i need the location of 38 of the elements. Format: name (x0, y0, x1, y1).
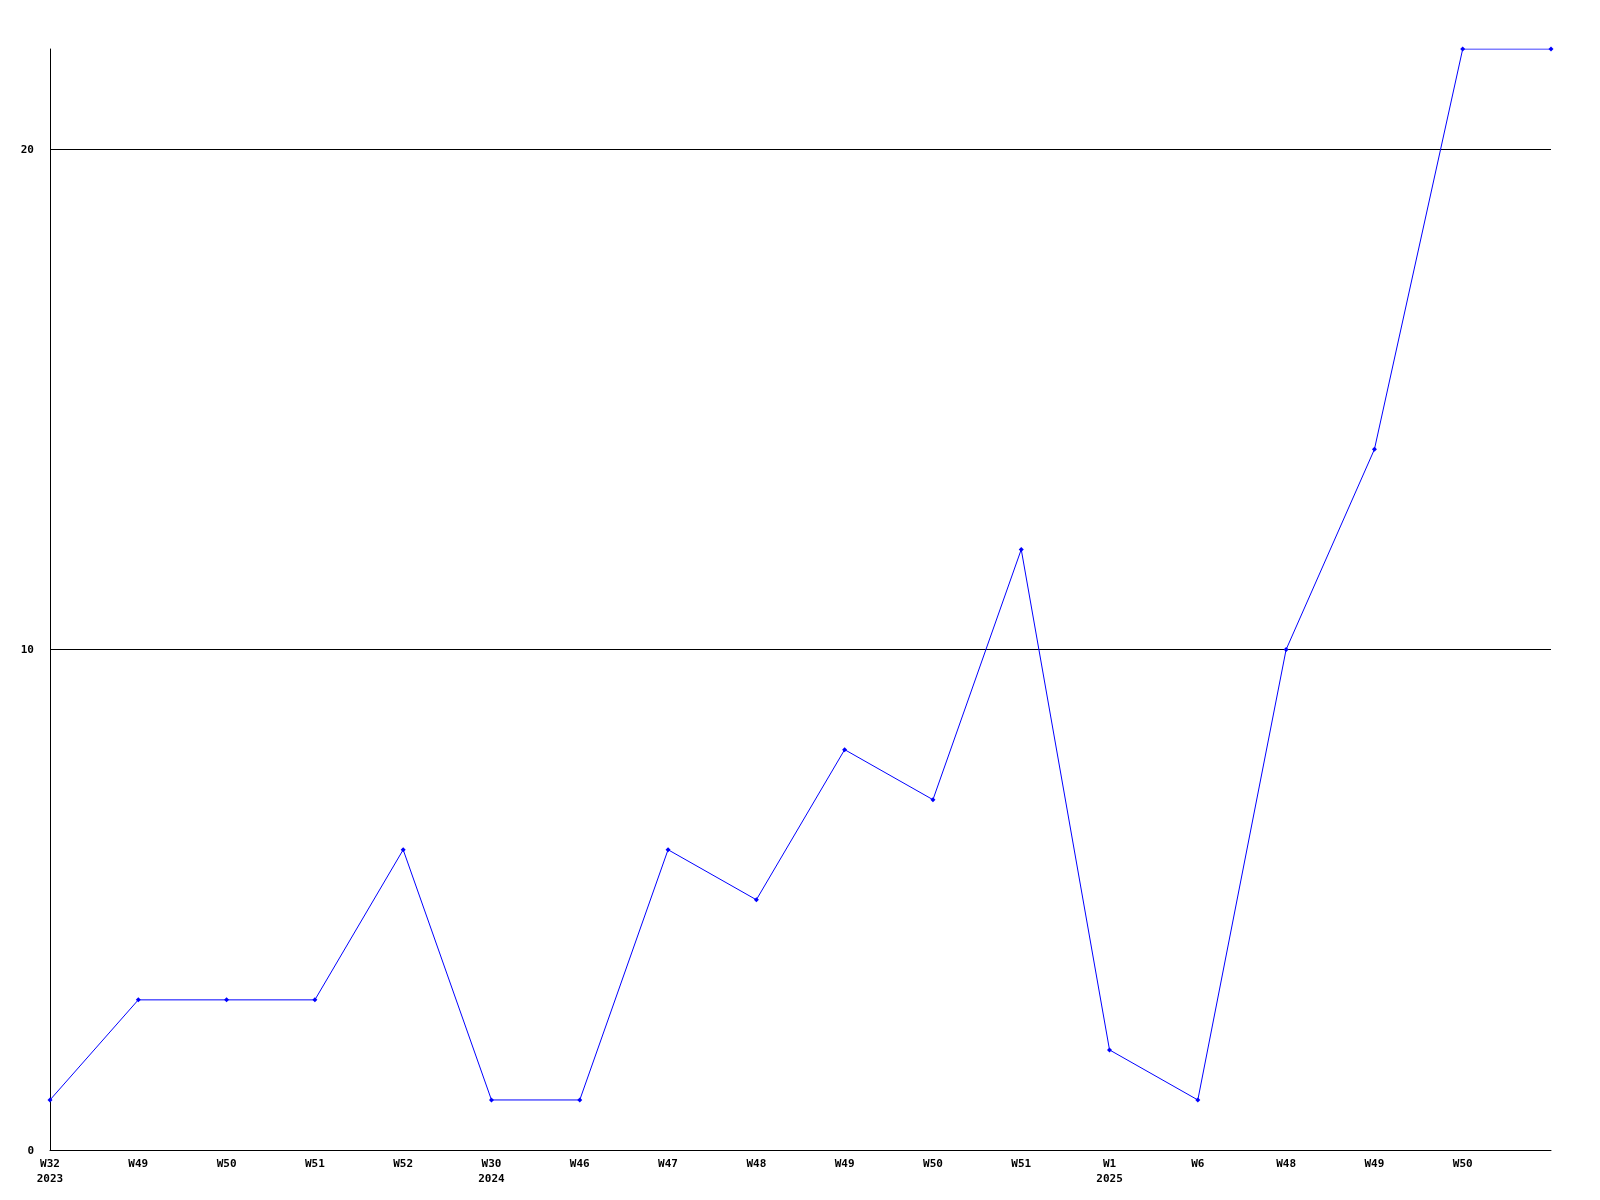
point (665, 847, 671, 853)
x-tick-label: W51 (1011, 1157, 1032, 1170)
x-tick-label: W49 (128, 1157, 149, 1170)
x-tick-label: W51 (304, 1157, 326, 1170)
x-tick-label: W48 (746, 1157, 767, 1170)
point (842, 747, 848, 753)
x-tick-label: W1 2025 (1096, 1157, 1123, 1185)
point (1195, 1097, 1201, 1103)
x-tick-label: W49 (834, 1157, 855, 1170)
point (1460, 46, 1466, 52)
x-tick-label: W46 (569, 1157, 591, 1170)
x-tick-label: W50 (216, 1157, 237, 1170)
point (47, 1097, 53, 1103)
y-tick-label: 0 (27, 1143, 34, 1157)
x-tick-label: W47 (658, 1157, 678, 1170)
point (1371, 446, 1377, 452)
x-tick-label: W6 (1191, 1157, 1205, 1170)
point (135, 997, 141, 1003)
x-tick-label: W32 2023 (36, 1157, 64, 1185)
y-tick-label: 10 (20, 643, 34, 657)
point (400, 847, 406, 853)
point (577, 1097, 583, 1103)
x-tick-label: W50 (923, 1157, 943, 1170)
x-tick-label: W49 (1364, 1157, 1385, 1170)
x-tick-label: W30 2024 (478, 1157, 506, 1185)
point (1283, 647, 1289, 653)
point (1107, 1047, 1113, 1053)
x-tick-label: W50 (1452, 1157, 1473, 1170)
y-tick-label: 20 (20, 142, 34, 156)
point (930, 797, 936, 803)
point (312, 997, 318, 1003)
x-tick-label: W48 (1276, 1157, 1297, 1170)
point (1018, 546, 1024, 552)
point (753, 897, 759, 903)
point (488, 1097, 494, 1103)
point (224, 997, 230, 1003)
x-tick-label: W52 (393, 1157, 414, 1170)
point (1548, 46, 1554, 52)
